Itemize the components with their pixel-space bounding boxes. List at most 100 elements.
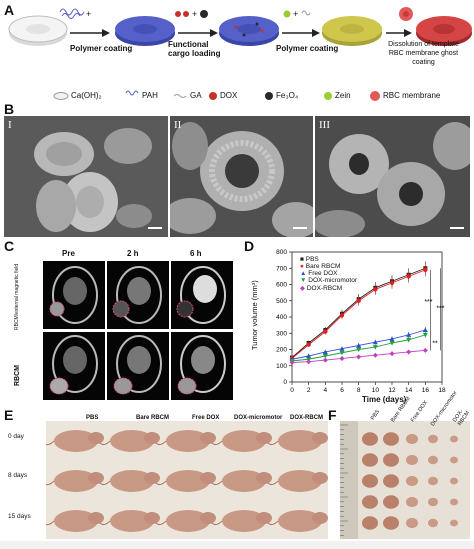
mouse-image [99,510,160,532]
tumor-sample [406,517,418,529]
cargo-icons: + [175,9,208,19]
tumor-sample [428,455,438,465]
tumor-images [362,432,458,530]
legend-label-free-dox: Free DOX [308,270,338,277]
legend-item-bare-rbcm: ● Bare RBCM [300,263,341,270]
tumor-sample [362,474,378,488]
x-tick-label: 14 [405,387,413,394]
x-tick-label: 18 [438,387,446,394]
y-tick-label: 600 [276,282,287,289]
legend-item-dox-rbcm: ◆ DOX-RBCM [300,285,343,292]
step-2-label: Functional cargo loading [168,40,221,58]
step-3-label: Polymer coating [276,44,339,53]
data-point [372,352,378,358]
mice-group-pbs: PBS [86,415,99,421]
panel-label-f: F [328,407,337,423]
data-point [372,345,378,350]
tumor-sample [383,432,399,446]
legend-label-pbs: PBS [305,256,319,263]
data-point [356,342,362,348]
mri-image-r1-2h [107,261,169,329]
y-tick-label: 200 [276,347,287,354]
legend-rbc-membrane-label: RBC membrane [383,91,441,100]
tumor-sample [383,495,399,509]
mouse-image [155,470,216,492]
data-point [406,337,412,343]
mouse-image [267,470,328,492]
chart-xlabel: Time (days) [362,395,407,404]
mice-group-dox-rbcm: DOX-RBCM [290,415,323,421]
x-tick-label: 2 [307,387,311,394]
pah-polymer-icon [59,8,85,19]
mouse-image [99,470,160,492]
data-point [339,313,345,318]
svg-text:+: + [86,9,91,19]
chart-ylabel: Tumor volume (mm³) [250,280,259,350]
data-point [406,349,412,355]
mri-time-pre: Pre [62,249,75,258]
mouse-image [211,470,272,492]
tumor-group-pbs: PBS [370,408,382,422]
data-point [423,267,428,273]
y-tick-label: 300 [276,330,287,337]
legend-label-dox-micromotor: DOX-micromotor [308,277,358,284]
tumor-sample [428,518,438,528]
mice-group-free-dox: Free DOX [192,415,220,421]
ruler [340,421,358,539]
mri-time-2h: 2 h [127,249,139,258]
sem-label-ii: II [174,119,182,131]
significance-label: ** [432,340,438,347]
tumor-sample [406,496,418,508]
tumor-sample [362,495,378,509]
scale-bar [148,227,162,229]
mri-image-r2-pre [43,332,105,400]
tumor-sample [383,474,399,488]
data-point [422,327,428,332]
x-tick-label: 8 [357,387,361,394]
data-point [389,280,395,286]
panel-label-c: C [4,238,15,254]
data-point [356,347,362,352]
mice-day-0: 0 day [8,433,24,440]
tumor-sample [428,434,438,444]
tumor-sample [406,454,418,466]
data-point [389,336,395,341]
y-tick-label: 0 [283,379,287,386]
data-point [372,339,378,345]
legend-fe3o4-label: Fe₃O₄ [276,91,299,100]
tumor-sample [450,498,458,506]
y-tick-label: 500 [276,298,287,305]
legend-item-free-dox: ▲ Free DOX [300,270,338,277]
y-tick-label: 100 [276,363,287,370]
panel-label-a: A [4,2,15,18]
x-tick-label: 6 [340,387,344,394]
svg-text:+: + [293,9,298,19]
fabrication-schematic: + + + [8,7,472,101]
legend-label-dox-rbcm: DOX-RBCM [306,285,343,292]
data-point [322,357,328,363]
zein-icon: + [283,9,311,19]
y-tick-label: 400 [276,314,287,321]
y-tick-label: 800 [276,249,287,256]
mouse-image [155,430,216,452]
rbc-icon [399,7,413,21]
tumor-sample [450,456,458,464]
tumor-sample [406,433,418,445]
arrow-1-icon [70,29,110,37]
chart-legend: ■ PBS ● Bare RBCM ▲ Free DOX ▼ DOX-micro… [300,256,357,292]
svg-text:+: + [192,9,197,19]
mri-image-r2-6h [171,332,233,400]
schematic-legend-symbols [53,90,380,101]
data-point [323,329,328,334]
mouse-image [155,510,216,532]
data-point [406,274,411,279]
mri-time-6h: 6 h [190,249,202,258]
mouse-image [267,510,328,532]
legend-caoh2-label: Ca(OH)₂ [71,91,102,100]
x-tick-label: 12 [388,387,396,394]
mice-group-bare-rbcm: Bare RBCM [136,415,170,421]
data-point [389,341,395,346]
tumor-sample [362,432,378,446]
calcium-template-disc [8,15,68,46]
panel-label-b: B [4,101,15,117]
